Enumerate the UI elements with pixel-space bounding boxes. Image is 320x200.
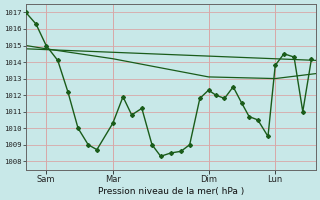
X-axis label: Pression niveau de la mer( hPa ): Pression niveau de la mer( hPa ) — [98, 187, 244, 196]
